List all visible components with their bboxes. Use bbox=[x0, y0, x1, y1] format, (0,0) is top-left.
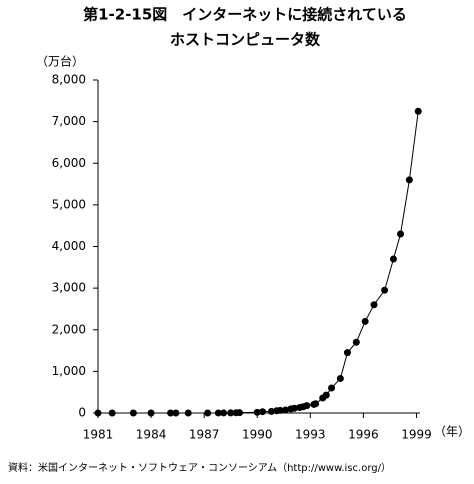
y-axis-label: （万台） bbox=[36, 54, 84, 69]
y-tick-label: 3,000 bbox=[52, 281, 86, 295]
x-tick-label: 1981 bbox=[83, 428, 114, 442]
data-point bbox=[303, 402, 311, 410]
x-tick-label: 1996 bbox=[348, 428, 379, 442]
data-point bbox=[389, 255, 397, 263]
chart-subtitle: ホストコンピュータ数 bbox=[170, 31, 321, 49]
data-point bbox=[370, 301, 378, 309]
data-point bbox=[227, 409, 235, 417]
data-point bbox=[172, 409, 180, 417]
x-tick-label: 1984 bbox=[136, 428, 167, 442]
data-point bbox=[220, 409, 228, 417]
y-tick-label: 8,000 bbox=[52, 73, 86, 87]
data-point bbox=[204, 409, 212, 417]
data-point bbox=[282, 406, 290, 414]
x-tick-label: 1993 bbox=[295, 428, 326, 442]
y-tick-label: 4,000 bbox=[52, 239, 86, 253]
data-point bbox=[405, 176, 413, 184]
data-point bbox=[328, 384, 336, 392]
y-tick-label: 6,000 bbox=[52, 156, 86, 170]
data-point bbox=[414, 107, 422, 115]
y-tick-label: 0 bbox=[78, 406, 86, 420]
data-point bbox=[108, 409, 116, 417]
x-tick-label: 1999 bbox=[401, 428, 432, 442]
series-line bbox=[98, 111, 419, 414]
y-tick-label: 2,000 bbox=[52, 322, 86, 336]
data-point bbox=[290, 404, 298, 412]
data-point bbox=[361, 317, 369, 325]
data-point bbox=[397, 230, 405, 238]
chart-title: 第1-2-15図 インターネットに接続されている bbox=[83, 6, 407, 24]
data-point bbox=[343, 349, 351, 357]
data-point bbox=[184, 409, 192, 417]
y-tick-label: 7,000 bbox=[52, 114, 86, 128]
data-point bbox=[276, 406, 284, 414]
data-point bbox=[259, 408, 267, 416]
data-point bbox=[129, 409, 137, 417]
data-point bbox=[381, 286, 389, 294]
source-note: 資料：米国インターネット・ソフトウェア・コンソーシアム（http://www.i… bbox=[8, 461, 391, 474]
data-point bbox=[322, 391, 330, 399]
data-point bbox=[253, 408, 261, 416]
y-tick-label: 5,000 bbox=[52, 197, 86, 211]
data-point bbox=[214, 409, 222, 417]
x-tick-label: 1990 bbox=[242, 428, 273, 442]
x-axis-label: （年） bbox=[434, 425, 470, 439]
data-point bbox=[147, 409, 155, 417]
data-point bbox=[352, 338, 360, 346]
x-tick-label: 1987 bbox=[189, 428, 220, 442]
data-point bbox=[167, 409, 175, 417]
data-point bbox=[267, 407, 275, 415]
y-tick-label: 1,000 bbox=[52, 364, 86, 378]
data-point bbox=[236, 409, 244, 417]
data-point bbox=[336, 374, 344, 382]
data-point bbox=[312, 400, 320, 408]
data-point bbox=[94, 409, 102, 417]
